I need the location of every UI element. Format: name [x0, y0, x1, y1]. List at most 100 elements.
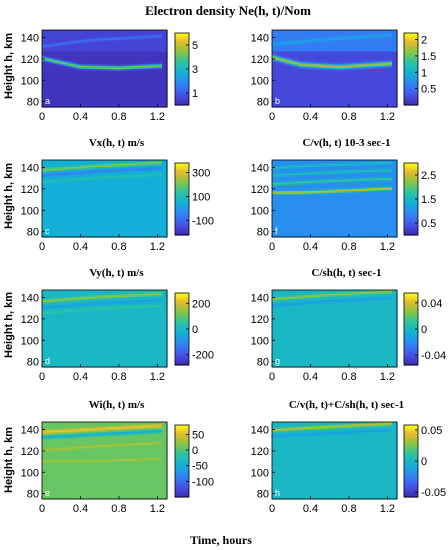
heatmap-cell	[277, 60, 281, 63]
heatmap-cell	[132, 38, 136, 41]
heatmap-cell	[99, 70, 103, 73]
heatmap-cell	[124, 68, 128, 71]
heatmap-cell	[87, 31, 91, 34]
heatmap-cell	[87, 30, 91, 33]
heatmap-cell	[277, 82, 281, 86]
heatmap-cell	[292, 57, 296, 60]
heatmap-cell	[92, 39, 96, 42]
heatmap-cell	[132, 44, 136, 47]
heatmap-cell	[79, 78, 83, 81]
heatmap-cell	[292, 105, 296, 108]
heatmap-cell	[147, 87, 151, 90]
heatmap-cell	[137, 84, 141, 87]
heatmap-cell	[147, 54, 151, 57]
heatmap-cell	[72, 95, 76, 98]
heatmap-cell	[62, 54, 66, 57]
heatmap-cell	[74, 62, 78, 65]
heatmap-cell	[107, 97, 111, 100]
heatmap-cell	[74, 89, 78, 92]
heatmap-cell	[139, 102, 143, 105]
heatmap-cell	[49, 58, 53, 62]
heatmap-cell	[287, 95, 291, 98]
heatmap-cell	[289, 42, 293, 46]
heatmap-cell	[142, 50, 146, 54]
heatmap-cell	[159, 95, 163, 98]
heatmap-cell	[49, 66, 53, 70]
heatmap-cell	[127, 68, 131, 71]
heatmap-cell	[102, 52, 106, 55]
heatmap-cell	[124, 33, 128, 36]
heatmap-cell	[144, 86, 148, 89]
heatmap-cell	[49, 105, 53, 108]
heatmap-cell	[162, 30, 166, 33]
heatmap-cell	[89, 62, 93, 65]
heatmap-cell	[122, 79, 126, 82]
heatmap-cell	[59, 100, 63, 103]
heatmap-cell	[49, 84, 53, 87]
heatmap-cell	[109, 74, 113, 78]
heatmap-cell	[142, 46, 146, 49]
heatmap-cell	[134, 81, 138, 84]
heatmap-cell	[64, 58, 68, 62]
heatmap-cell	[64, 33, 68, 36]
heatmap-cell	[52, 31, 56, 34]
heatmap-cell	[49, 100, 53, 103]
heatmap-cell	[72, 62, 76, 65]
heatmap-cell	[164, 60, 168, 63]
heatmap-cell	[69, 50, 73, 54]
heatmap-cell	[67, 46, 71, 49]
heatmap-cell	[164, 46, 168, 49]
heatmap-cell	[127, 84, 131, 87]
heatmap-cell	[104, 71, 108, 74]
heatmap-cell	[92, 30, 96, 33]
heatmap-cell	[47, 90, 51, 94]
heatmap-cell	[49, 57, 53, 60]
heatmap-cell	[157, 39, 161, 42]
heatmap-cell	[84, 55, 88, 58]
heatmap-cell	[289, 52, 293, 55]
heatmap-cell	[54, 65, 58, 68]
heatmap-cell	[164, 42, 168, 46]
heatmap-cell	[284, 76, 288, 79]
heatmap-cell	[54, 89, 58, 92]
heatmap-cell	[94, 81, 98, 84]
heatmap-cell	[272, 62, 276, 65]
heatmap-cell	[139, 92, 143, 95]
heatmap-cell	[89, 81, 93, 84]
heatmap-cell	[127, 65, 131, 68]
heatmap-cell	[154, 87, 158, 90]
heatmap-cell	[117, 31, 121, 34]
heatmap-cell	[274, 97, 278, 100]
heatmap-cell	[89, 44, 93, 47]
heatmap-cell	[272, 97, 276, 100]
heatmap-cell	[132, 60, 136, 63]
heatmap-cell	[82, 95, 86, 98]
heatmap-cell	[47, 44, 51, 47]
heatmap-cell	[84, 36, 88, 39]
heatmap-cell	[42, 86, 46, 89]
heatmap-cell	[114, 39, 118, 42]
heatmap-cell	[277, 44, 281, 47]
heatmap-cell	[114, 66, 118, 70]
heatmap-cell	[134, 76, 138, 79]
heatmap-cell	[274, 76, 278, 79]
heatmap-cell	[102, 66, 106, 70]
heatmap-cell	[289, 62, 293, 65]
heatmap-cell	[279, 55, 283, 58]
heatmap-cell	[57, 41, 61, 44]
heatmap-cell	[279, 65, 283, 68]
heatmap-cell	[102, 68, 106, 71]
panel-letter: b	[275, 96, 280, 106]
heatmap-cell	[109, 47, 113, 50]
heatmap-cell	[92, 36, 96, 39]
heatmap-cell	[102, 81, 106, 84]
heatmap-cell	[144, 62, 148, 65]
heatmap-cell	[62, 98, 66, 102]
heatmap-cell	[289, 89, 293, 92]
heatmap-cell	[84, 76, 88, 79]
heatmap-cell	[79, 41, 83, 44]
heatmap-cell	[289, 36, 293, 39]
heatmap-cell	[52, 30, 56, 33]
heatmap-cell	[42, 60, 46, 63]
